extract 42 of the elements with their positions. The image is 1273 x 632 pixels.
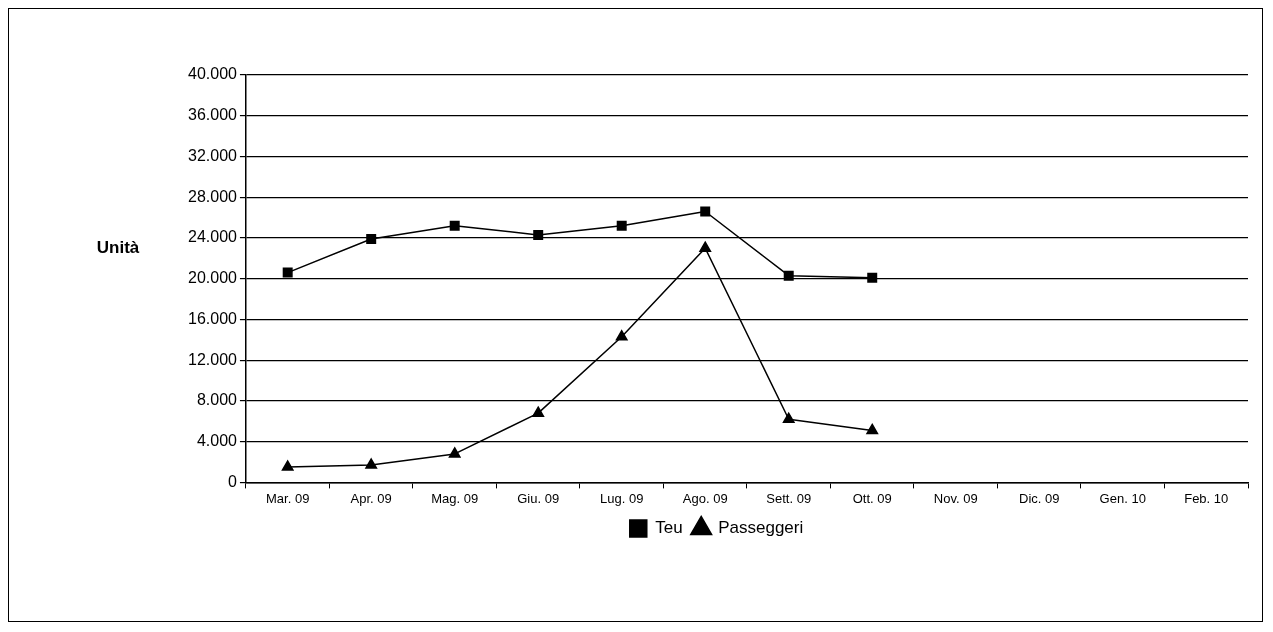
point bbox=[615, 330, 628, 341]
x-tick-label: Dic. 09 bbox=[1019, 490, 1060, 506]
y-tick-label: 4.000 bbox=[196, 432, 238, 450]
x-tick-label: Ott. 09 bbox=[852, 490, 892, 506]
x-tick-label: Mag. 09 bbox=[431, 490, 479, 506]
point bbox=[448, 447, 461, 458]
point bbox=[281, 460, 294, 471]
point bbox=[616, 220, 627, 231]
point bbox=[699, 241, 712, 252]
point bbox=[783, 270, 794, 281]
x-tick-label: Lug. 09 bbox=[600, 490, 644, 506]
x-tick-label: Gen. 10 bbox=[1099, 490, 1146, 506]
y-tick-label: 12.000 bbox=[188, 350, 238, 368]
legend-label: Teu bbox=[655, 518, 683, 538]
y-tick-label: 36.000 bbox=[188, 106, 238, 124]
x-tick-label: Sett. 09 bbox=[766, 490, 812, 506]
point bbox=[700, 206, 711, 217]
y-tick-label: 8.000 bbox=[196, 391, 238, 409]
y-tick-label: 20.000 bbox=[188, 269, 238, 287]
point bbox=[532, 406, 545, 417]
point bbox=[533, 229, 544, 240]
y-tick-label: 28.000 bbox=[188, 187, 238, 205]
x-tick-label: Giu. 09 bbox=[517, 490, 560, 506]
legend-label: Passeggeri bbox=[718, 518, 804, 538]
y-tick-label: 32.000 bbox=[188, 146, 238, 164]
point bbox=[282, 267, 293, 278]
point bbox=[449, 220, 460, 231]
point bbox=[365, 458, 378, 469]
point bbox=[866, 423, 879, 435]
point bbox=[366, 233, 377, 244]
x-tick-label: Ago. 09 bbox=[682, 490, 728, 506]
y-tick-label: 0 bbox=[228, 472, 238, 490]
y-tick-label: 40.000 bbox=[188, 65, 238, 83]
y-tick-label: 24.000 bbox=[188, 228, 238, 246]
y-axis-title: Unità bbox=[96, 238, 140, 258]
x-tick-label: Feb. 10 bbox=[1184, 490, 1229, 506]
x-tick-label: Mar. 09 bbox=[266, 490, 310, 506]
point bbox=[782, 412, 795, 423]
x-tick-label: Apr. 09 bbox=[350, 490, 392, 506]
x-tick-label: Nov. 09 bbox=[933, 490, 978, 506]
point bbox=[867, 272, 878, 283]
y-tick-label: 16.000 bbox=[188, 309, 238, 327]
